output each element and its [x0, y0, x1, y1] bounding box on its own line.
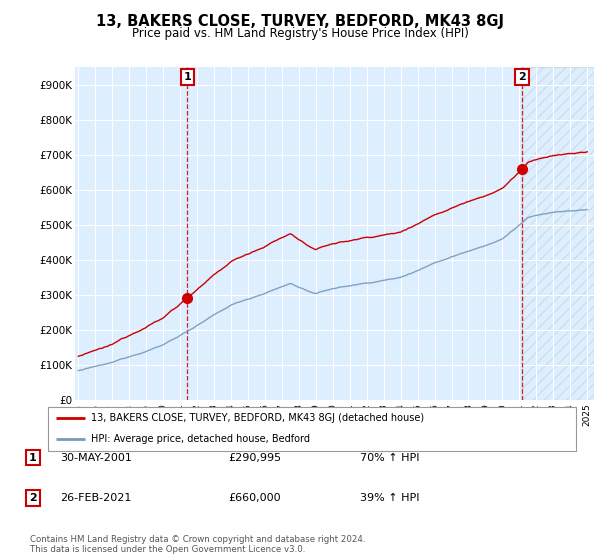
Text: £660,000: £660,000	[228, 493, 281, 503]
Text: 26-FEB-2021: 26-FEB-2021	[60, 493, 131, 503]
Text: 1: 1	[29, 452, 37, 463]
Text: 39% ↑ HPI: 39% ↑ HPI	[360, 493, 419, 503]
Text: 13, BAKERS CLOSE, TURVEY, BEDFORD, MK43 8GJ: 13, BAKERS CLOSE, TURVEY, BEDFORD, MK43 …	[96, 14, 504, 29]
Text: Price paid vs. HM Land Registry's House Price Index (HPI): Price paid vs. HM Land Registry's House …	[131, 27, 469, 40]
Text: 1: 1	[184, 72, 191, 82]
Text: 2: 2	[518, 72, 526, 82]
Text: 13, BAKERS CLOSE, TURVEY, BEDFORD, MK43 8GJ (detached house): 13, BAKERS CLOSE, TURVEY, BEDFORD, MK43 …	[91, 413, 424, 423]
Text: 2: 2	[29, 493, 37, 503]
Text: Contains HM Land Registry data © Crown copyright and database right 2024.
This d: Contains HM Land Registry data © Crown c…	[30, 535, 365, 554]
Text: £290,995: £290,995	[228, 452, 281, 463]
Text: HPI: Average price, detached house, Bedford: HPI: Average price, detached house, Bedf…	[91, 435, 310, 445]
Bar	[522, 67, 594, 400]
Text: 70% ↑ HPI: 70% ↑ HPI	[360, 452, 419, 463]
FancyBboxPatch shape	[48, 407, 576, 451]
Text: 30-MAY-2001: 30-MAY-2001	[60, 452, 132, 463]
